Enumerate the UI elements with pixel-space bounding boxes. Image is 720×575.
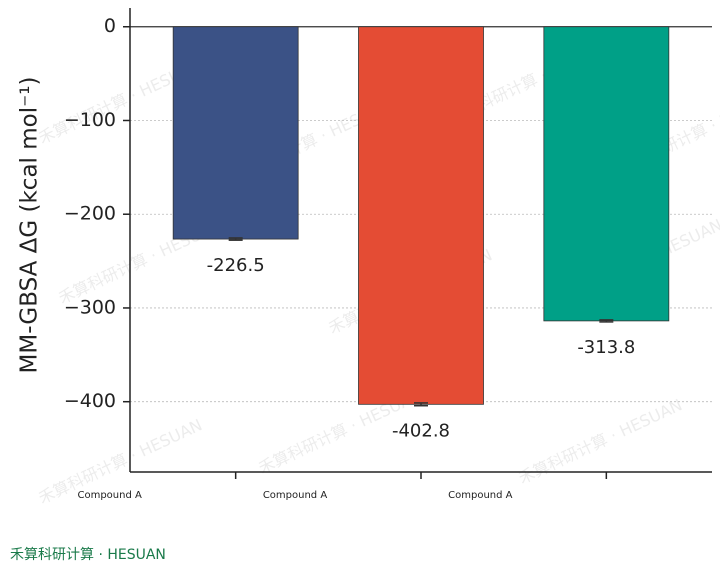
y-tick-label: −300 bbox=[64, 296, 116, 318]
watermark: 禾算科研计算 · HESUAN bbox=[516, 395, 686, 488]
value-label: -313.8 bbox=[577, 337, 635, 358]
x-tick-label: Compound A bbox=[263, 490, 328, 501]
value-label: -226.5 bbox=[207, 255, 265, 276]
x-tick-label: Compound A bbox=[77, 490, 142, 501]
y-axis-label: MM-GBSA ΔG (kcal mol⁻¹) bbox=[17, 77, 43, 374]
y-tick-label: −400 bbox=[64, 390, 116, 412]
bar bbox=[172, 26, 299, 240]
footer: 禾算科研计算 · HESUAN bbox=[10, 547, 166, 563]
value-label: -402.8 bbox=[392, 420, 450, 441]
y-tick-label: −200 bbox=[64, 203, 116, 225]
bar bbox=[543, 26, 670, 322]
y-tick-label: 0 bbox=[104, 15, 116, 37]
y-tick-label: −100 bbox=[64, 109, 116, 131]
bar bbox=[358, 26, 484, 405]
x-tick-label: Compound A bbox=[448, 490, 513, 501]
